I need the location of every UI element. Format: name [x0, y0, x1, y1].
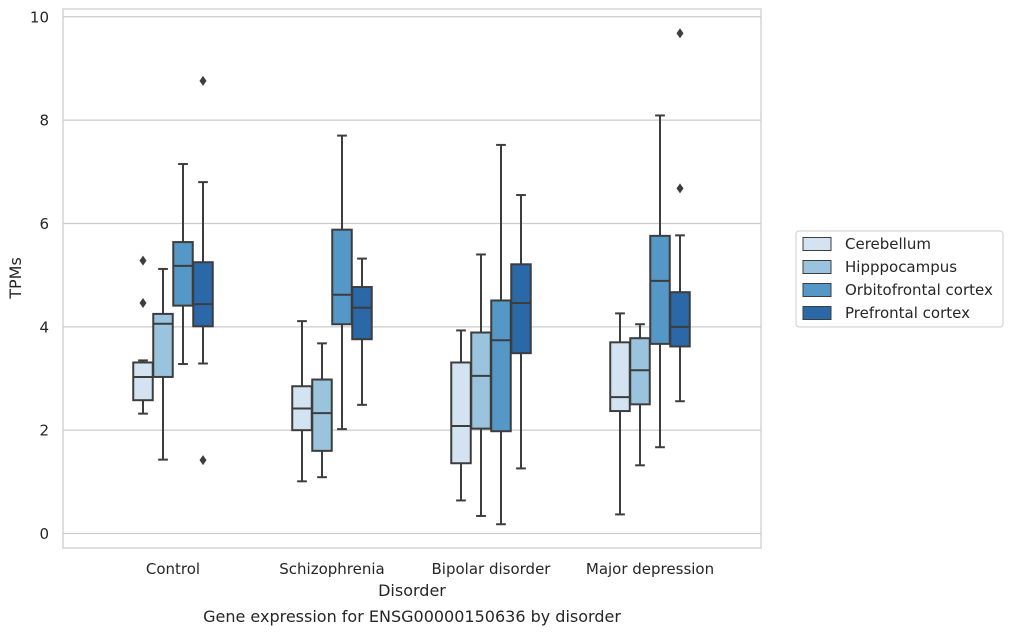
box-prefrontal-cortex	[510, 194, 532, 470]
box-cerebellum	[291, 320, 313, 483]
outlier-point	[199, 75, 207, 86]
legend: Cerebellum Hipppocampus Orbitofrontal cort…	[795, 230, 1004, 328]
iqr-box	[132, 361, 154, 402]
legend-swatch	[802, 260, 832, 274]
boxes	[132, 28, 691, 526]
box-prefrontal-cortex	[351, 257, 373, 406]
outlier-point	[139, 255, 147, 266]
legend-swatch	[802, 306, 832, 320]
legend-label: Prefrontal cortex	[845, 304, 970, 322]
box-hipppocampus	[470, 253, 492, 517]
y-tick-label: 4	[39, 318, 49, 336]
plot-frame	[62, 8, 762, 549]
box-hipppocampus	[311, 342, 333, 479]
iqr-box	[510, 263, 532, 355]
iqr-box	[450, 361, 472, 465]
iqr-box	[470, 331, 492, 430]
chart-caption: Gene expression for ENSG00000150636 by d…	[203, 607, 621, 626]
iqr-box	[331, 228, 353, 326]
legend-frame	[795, 230, 1004, 328]
iqr-box	[192, 261, 214, 328]
iqr-box	[311, 378, 333, 452]
y-tick-label: 10	[30, 8, 49, 26]
iqr-box	[649, 234, 671, 345]
box-cerebellum	[609, 312, 631, 516]
x-tick-labels: Control Schizophrenia Bipolar disorder Majo…	[146, 560, 714, 578]
outlier-point	[199, 455, 207, 466]
y-axis-label: TPMs	[6, 257, 25, 300]
legend-swatch	[802, 283, 832, 297]
box-hipppocampus	[152, 267, 174, 461]
legend-label: Cerebellum	[845, 235, 931, 253]
box-hipppocampus	[629, 323, 651, 467]
y-tick-label: 0	[39, 525, 49, 543]
box-orbitofrontal-cortex	[331, 134, 353, 431]
box-cerebellum	[450, 329, 472, 502]
box-prefrontal-cortex	[192, 75, 214, 466]
x-tick-label: Control	[146, 560, 200, 578]
iqr-box	[172, 241, 194, 307]
box-cerebellum	[132, 255, 154, 415]
iqr-box	[629, 337, 651, 406]
box-prefrontal-cortex	[669, 28, 691, 403]
x-tick-label: Schizophrenia	[279, 560, 384, 578]
iqr-box	[490, 299, 512, 433]
y-tick-label: 2	[39, 422, 49, 440]
y-tick-labels: 0 2 4 6 8 10	[30, 8, 49, 543]
box-orbitofrontal-cortex	[490, 143, 512, 526]
outlier-point	[139, 298, 147, 309]
grid-lines	[63, 16, 761, 535]
x-tick-label: Bipolar disorder	[432, 560, 552, 578]
legend-swatch	[802, 237, 832, 251]
iqr-box	[609, 341, 631, 413]
iqr-box	[669, 291, 691, 348]
outlier-point	[676, 183, 684, 194]
iqr-box	[152, 312, 174, 378]
iqr-box	[351, 286, 373, 341]
box-orbitofrontal-cortex	[649, 114, 671, 449]
outlier-point	[676, 28, 684, 39]
y-tick-label: 8	[39, 112, 49, 130]
box-orbitofrontal-cortex	[172, 163, 194, 366]
x-tick-label: Major depression	[586, 560, 714, 578]
x-axis-label: Disorder	[378, 581, 446, 600]
legend-label: Hipppocampus	[845, 258, 957, 276]
legend-label: Orbitofrontal cortex	[845, 281, 993, 299]
y-tick-label: 6	[39, 215, 49, 233]
